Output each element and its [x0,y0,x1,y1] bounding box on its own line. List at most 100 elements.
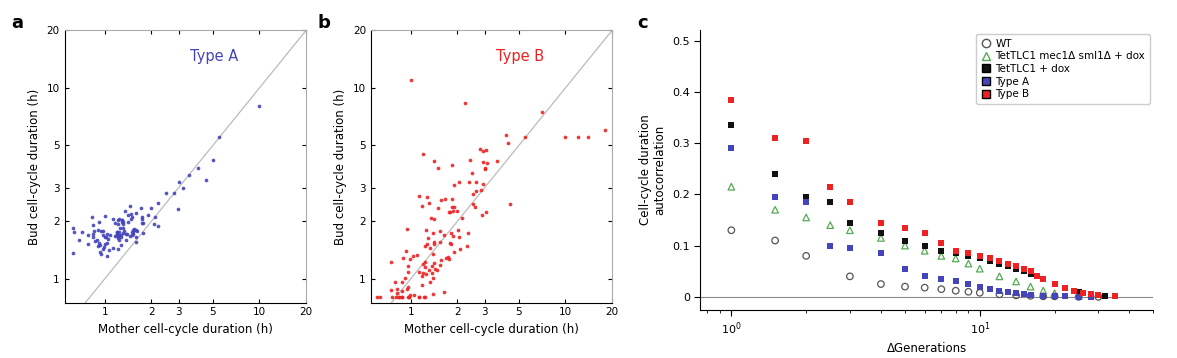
Point [431,197,450,203]
Point [1105,294,1124,299]
Point [148,200,167,205]
Text: Type B: Type B [497,49,544,64]
Point [121,217,140,222]
Point [1006,292,1025,298]
Point [959,253,978,259]
Point [916,230,935,236]
Point [347,294,366,300]
Point [443,233,461,239]
Point [122,214,141,220]
Point [398,286,417,292]
Point [464,191,483,197]
Point [431,240,450,245]
Point [108,232,127,238]
Point [401,292,420,298]
Point [131,205,149,211]
Point [871,235,890,241]
Point [532,109,551,115]
Point [1096,293,1115,299]
Point [386,294,405,300]
Point [381,287,400,293]
Point [124,227,142,233]
Point [1045,290,1064,296]
Point [122,212,141,217]
Point [1015,291,1033,297]
X-axis label: ΔGenerations: ΔGenerations [886,342,967,355]
Point [424,260,443,266]
Point [390,294,408,300]
Point [424,291,443,296]
Point [820,243,839,248]
Point [970,256,989,261]
Point [1045,281,1064,287]
Point [440,240,459,246]
Point [766,171,785,177]
Y-axis label: Bud cell-cycle duration (h): Bud cell-cycle duration (h) [28,88,41,245]
Point [106,221,125,226]
Point [79,232,98,238]
Point [448,227,467,233]
Point [431,228,450,234]
Point [896,243,915,248]
Point [124,229,142,235]
Point [443,162,461,168]
Point [114,219,133,225]
Point [410,294,428,300]
Point [65,229,84,235]
Point [797,214,816,220]
Point [168,206,187,212]
Point [393,288,412,294]
Point [180,172,199,178]
Point [1006,279,1025,284]
Point [423,263,441,269]
Point [970,290,989,296]
Point [148,223,167,228]
Point [467,179,486,184]
Point [424,230,443,236]
Point [440,209,459,214]
Point [353,294,372,300]
Point [139,212,158,217]
Point [414,261,433,267]
Point [405,292,424,297]
Point [959,289,978,295]
Point [476,166,494,172]
Point [477,147,496,153]
Point [448,208,467,214]
Point [414,270,433,276]
Point [98,231,117,237]
Point [990,274,1009,279]
Point [97,234,115,240]
Point [109,217,128,222]
Point [459,231,478,236]
Point [108,233,127,239]
Point [932,253,951,259]
Point [1033,293,1052,299]
Point [107,229,126,235]
Point [722,122,740,128]
Point [133,221,152,226]
Point [477,209,496,214]
Point [127,227,146,233]
Point [133,216,152,222]
Point [121,233,140,238]
Point [133,231,152,236]
Point [415,259,434,265]
Point [399,270,418,275]
Point [84,231,102,237]
Point [1073,290,1092,296]
Point [487,158,506,164]
Point [417,241,435,247]
Point [399,294,418,300]
Point [94,246,113,252]
Point [112,232,131,238]
Point [94,228,113,234]
Point [88,237,107,243]
Point [82,214,101,219]
Point [410,269,428,275]
Point [722,227,740,233]
Point [871,251,890,256]
Point [946,288,965,294]
Point [990,258,1009,264]
Point [840,227,859,233]
